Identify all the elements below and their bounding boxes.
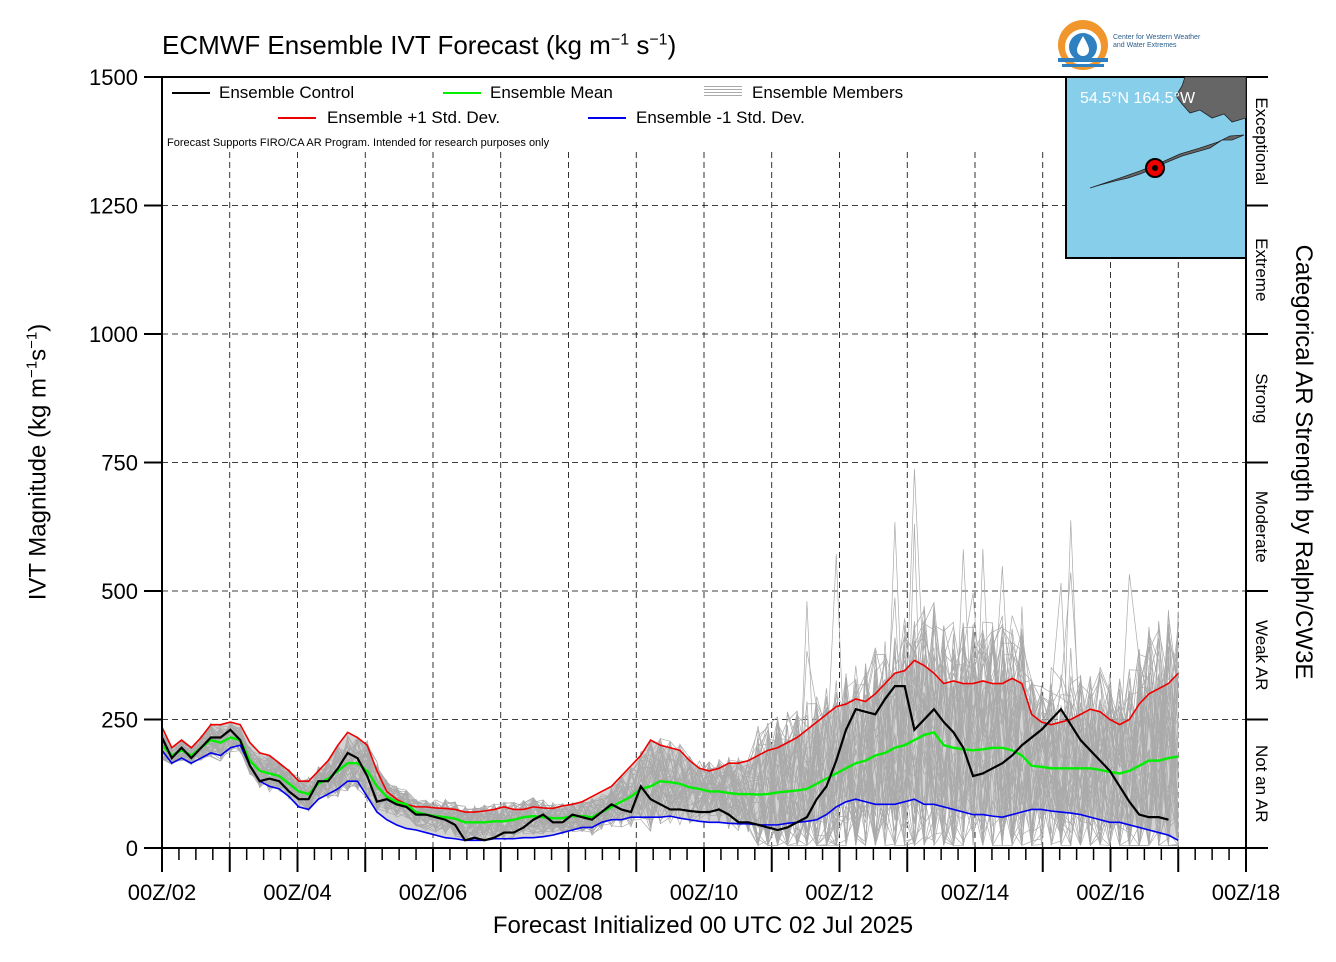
logo-text: Center for Western Weather and Water Extr… [1113, 34, 1201, 49]
category-label: Moderate [1252, 491, 1271, 563]
legend-mean-swatch [443, 92, 481, 94]
x-tick-label: 00Z/14 [941, 880, 1010, 905]
x-tick-label: 00Z/10 [670, 880, 739, 905]
category-label: Not an AR [1252, 745, 1271, 823]
series-lines [161, 659, 1179, 842]
location-map [1065, 76, 1247, 259]
x-tick-label: 00Z/06 [399, 880, 468, 905]
research-note: Forecast Supports FIRO/CA AR Program. In… [167, 137, 550, 149]
x-tick-label: 00Z/04 [263, 880, 332, 905]
category-label: Weak AR [1252, 620, 1271, 691]
x-tick-label: 00Z/16 [1076, 880, 1145, 905]
legend-control-label: Ensemble Control [219, 83, 355, 102]
category-label: Exceptional [1252, 97, 1271, 185]
member-line [161, 644, 1179, 846]
right-axis-label: Categorical AR Strength by Ralph/CW3E [1290, 244, 1317, 680]
legend-mean-label: Ensemble Mean [490, 83, 613, 102]
y-tick-label: 250 [101, 708, 138, 733]
legend-plus-swatch [278, 117, 316, 119]
control-line [161, 684, 1169, 842]
member-line [161, 572, 1179, 847]
x-tick-label: 00Z/02 [128, 880, 197, 905]
x-tick-label: 00Z/18 [1212, 880, 1281, 905]
category-label: Strong [1252, 373, 1271, 423]
minus-std-line [161, 744, 1179, 842]
y-tick-label: 1000 [89, 322, 138, 347]
chart-title: ECMWF Ensemble IVT Forecast (kg m−1 s−1) [162, 30, 677, 60]
map-coordinates: 54.5°N 164.5°W [1080, 90, 1196, 107]
legend-members-swatch [704, 86, 742, 97]
y-tick-label: 500 [101, 579, 138, 604]
y-axis-label: IVT Magnitude (kg m−1s−1) [23, 323, 52, 601]
axes: 0 250 500 750 1000 1250 1500 00Z/02 00Z/04 00Z/06… [89, 65, 1280, 905]
y-tick-label: 1250 [89, 194, 138, 219]
alaska-landmass [1175, 76, 1247, 123]
cw3e-logo-icon [1058, 20, 1108, 70]
category-labels: Not an AR Weak AR Moderate Strong Extreme Exc… [1252, 97, 1271, 822]
member-line [161, 624, 1179, 846]
legend-minus-swatch [588, 117, 626, 119]
x-tick-label: 00Z/12 [805, 880, 874, 905]
x-tick-label: 00Z/08 [534, 880, 603, 905]
legend-plus-label: Ensemble +1 Std. Dev. [327, 108, 501, 127]
x-axis-label: Forecast Initialized 00 UTC 02 Jul 2025 [492, 912, 914, 939]
legend-control-swatch [172, 92, 210, 94]
member-line [161, 637, 1179, 847]
y-tick-label: 1500 [89, 65, 138, 90]
legend-members-label: Ensemble Members [752, 83, 904, 102]
category-label: Extreme [1252, 238, 1271, 301]
member-line [161, 618, 1179, 846]
member-line [161, 597, 1179, 847]
legend-minus-label: Ensemble -1 Std. Dev. [636, 108, 805, 127]
y-tick-label: 750 [101, 451, 138, 476]
plus-std-line [161, 659, 1179, 813]
member-line [161, 621, 1179, 847]
y-tick-label: 0 [126, 836, 138, 861]
alaska-peninsula [1089, 134, 1245, 189]
member-line [161, 601, 1179, 847]
